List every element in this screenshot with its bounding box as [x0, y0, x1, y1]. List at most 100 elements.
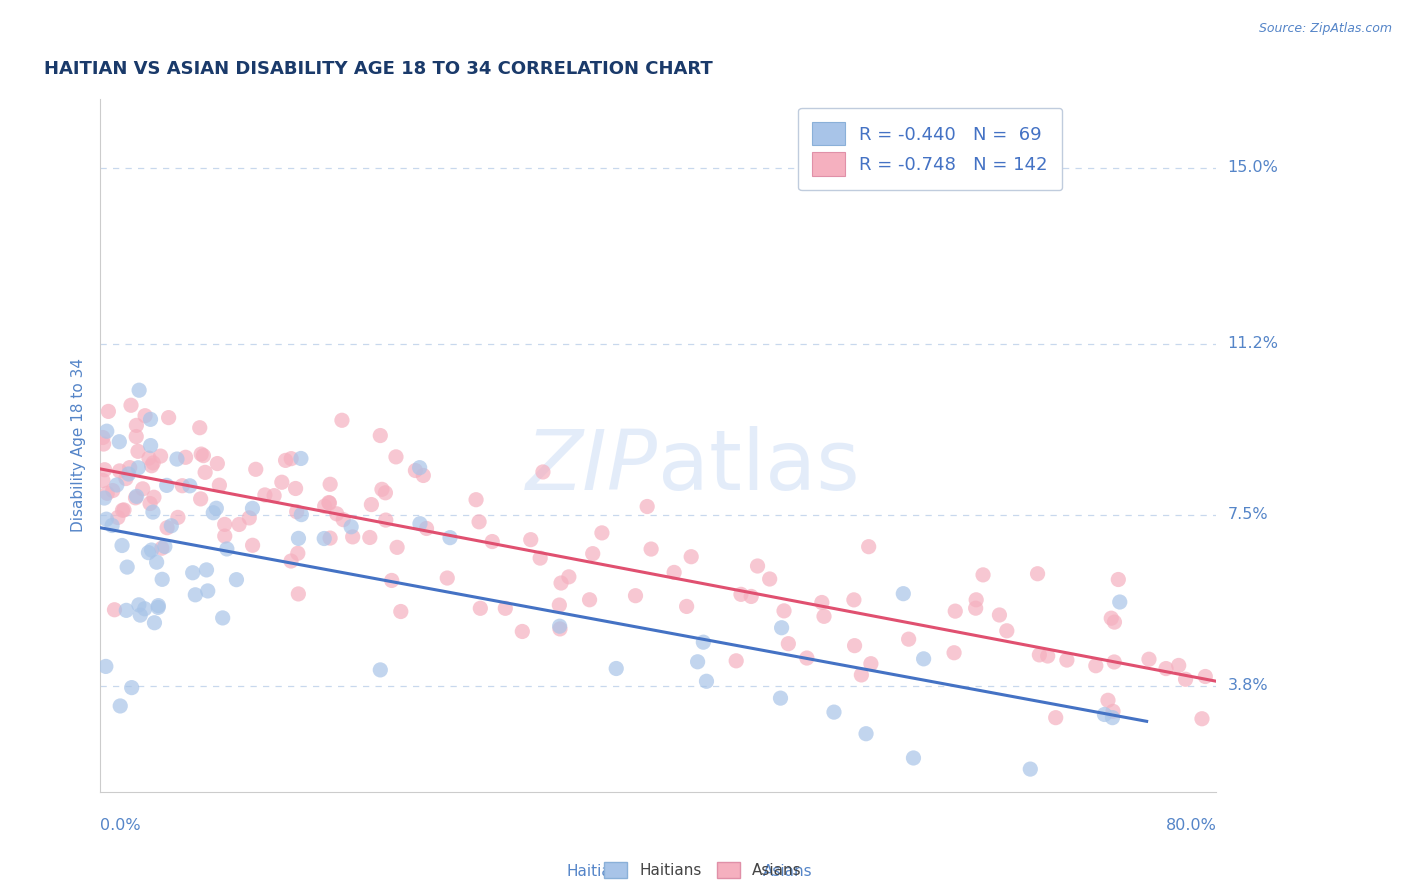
Point	[287, 546, 309, 560]
Point	[96, 512, 118, 526]
Point	[778, 637, 800, 651]
Point	[891, 587, 914, 601]
Point	[167, 510, 190, 524]
Text: ZIP: ZIP	[526, 425, 658, 507]
Point	[859, 657, 882, 671]
Point	[374, 485, 396, 500]
Point	[1154, 662, 1177, 676]
Point	[686, 655, 709, 669]
Point	[225, 573, 247, 587]
Point	[747, 559, 769, 574]
Point	[153, 540, 176, 554]
Point	[129, 608, 152, 623]
Point	[740, 590, 762, 604]
Point	[93, 463, 115, 477]
Point	[110, 698, 132, 713]
Point	[290, 451, 312, 466]
Point	[1102, 704, 1125, 718]
Point	[342, 530, 364, 544]
Point	[558, 570, 581, 584]
Point	[179, 479, 201, 493]
Text: Haitians: Haitians	[567, 863, 628, 879]
Point	[139, 496, 162, 510]
Point	[468, 515, 491, 529]
Point	[965, 592, 987, 607]
Point	[519, 533, 541, 547]
Point	[368, 428, 391, 442]
Text: HAITIAN VS ASIAN DISABILITY AGE 18 TO 34 CORRELATION CHART: HAITIAN VS ASIAN DISABILITY AGE 18 TO 34…	[45, 60, 713, 78]
Point	[131, 482, 153, 496]
Text: 15.0%: 15.0%	[1227, 161, 1278, 176]
Point	[134, 601, 156, 615]
Point	[142, 490, 165, 504]
Point	[141, 543, 163, 558]
Point	[844, 639, 866, 653]
Point	[143, 615, 166, 630]
Point	[897, 632, 920, 647]
Text: 11.2%: 11.2%	[1227, 336, 1278, 351]
Point	[385, 541, 408, 555]
Point	[284, 482, 307, 496]
Point	[325, 507, 347, 521]
Point	[823, 705, 845, 719]
Point	[374, 513, 396, 527]
Point	[125, 429, 148, 443]
Point	[1094, 707, 1116, 722]
Point	[156, 478, 179, 492]
Point	[166, 452, 188, 467]
Point	[105, 478, 128, 492]
Point	[91, 430, 114, 444]
Point	[1108, 595, 1130, 609]
Point	[1137, 652, 1160, 666]
Point	[96, 486, 118, 500]
Point	[903, 751, 925, 765]
Point	[1167, 658, 1189, 673]
Point	[360, 498, 382, 512]
Point	[174, 450, 197, 465]
Point	[972, 567, 994, 582]
Point	[138, 546, 160, 560]
Point	[591, 525, 613, 540]
Point	[1056, 653, 1078, 667]
Point	[117, 467, 139, 481]
Point	[125, 489, 148, 503]
Point	[93, 437, 115, 451]
Point	[91, 474, 114, 488]
Point	[330, 413, 353, 427]
Text: Asians: Asians	[762, 863, 813, 879]
Point	[115, 560, 138, 574]
Text: atlas: atlas	[658, 425, 860, 507]
Point	[1102, 655, 1125, 669]
Point	[245, 462, 267, 476]
Point	[605, 661, 627, 675]
Point	[118, 460, 141, 475]
Point	[439, 531, 461, 545]
Point	[662, 566, 685, 580]
Point	[194, 466, 217, 480]
Point	[640, 542, 662, 557]
Point	[675, 599, 697, 614]
Point	[181, 566, 204, 580]
Point	[253, 488, 276, 502]
Point	[115, 471, 138, 485]
Point	[773, 604, 796, 618]
Point	[359, 531, 381, 545]
Point	[332, 513, 354, 527]
Point	[150, 572, 173, 586]
Point	[214, 517, 236, 532]
Point	[150, 541, 173, 556]
Point	[415, 521, 437, 535]
Point	[188, 421, 211, 435]
Point	[190, 447, 212, 461]
Point	[142, 456, 165, 470]
Point	[139, 439, 162, 453]
Point	[156, 521, 179, 535]
Point	[149, 449, 172, 463]
Point	[242, 538, 264, 552]
Point	[139, 412, 162, 426]
Point	[148, 599, 170, 613]
Point	[1101, 711, 1123, 725]
Point	[238, 511, 260, 525]
Point	[529, 551, 551, 566]
Point	[202, 506, 225, 520]
